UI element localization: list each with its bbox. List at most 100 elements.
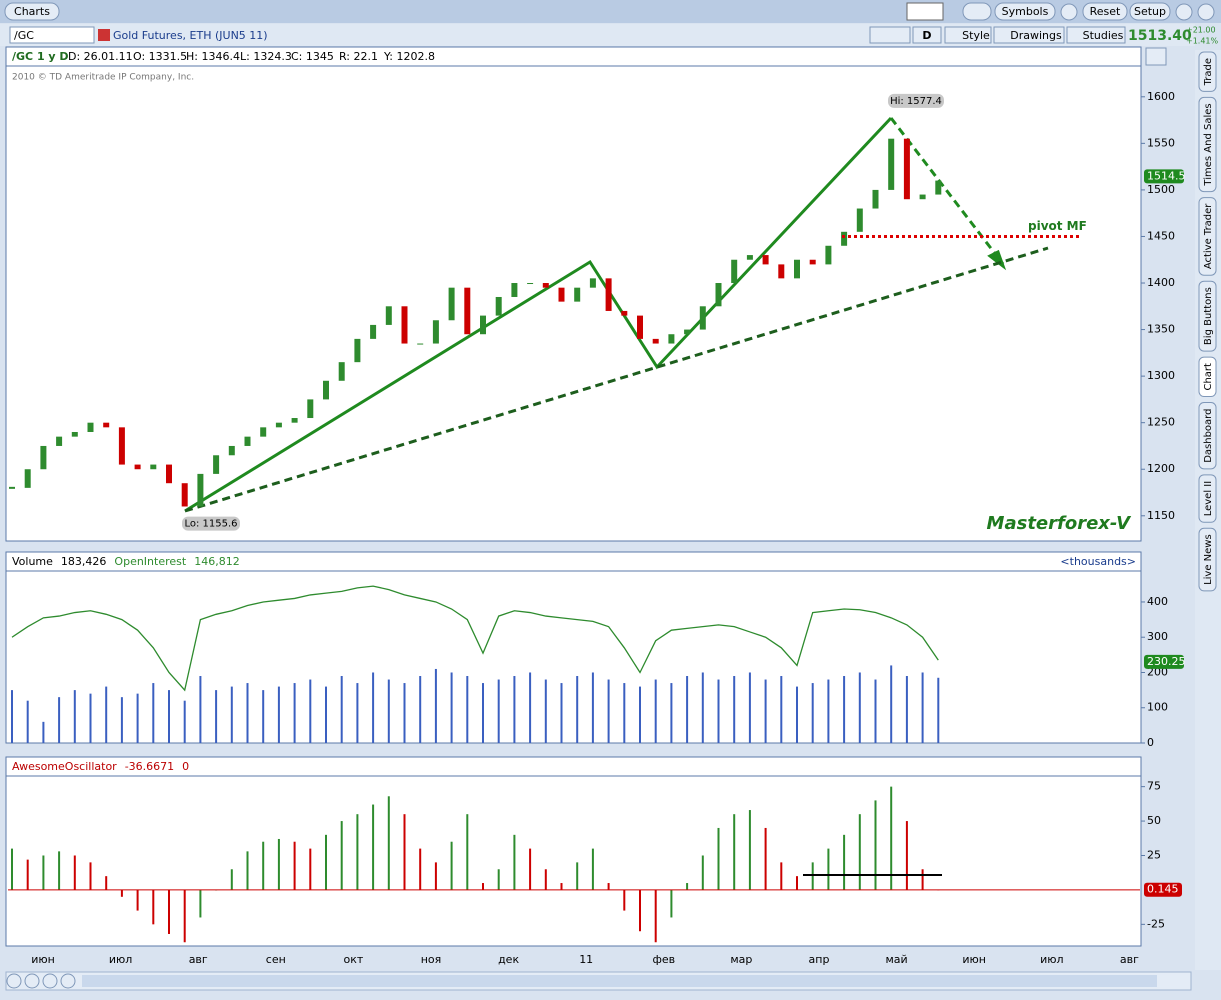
- candle: [637, 315, 643, 339]
- pivot-label: pivot MF: [1028, 219, 1087, 233]
- volume-bar: [325, 686, 327, 743]
- side-tab-label: Big Buttons: [1203, 287, 1214, 345]
- y-tick-label: 400: [1147, 595, 1168, 608]
- x-tick-label: авг: [1120, 953, 1139, 966]
- oscillator-bar: [325, 834, 327, 890]
- y-tick-label: 1500: [1147, 183, 1175, 196]
- oscillator-bar: [607, 883, 610, 890]
- side-tab[interactable]: [1198, 527, 1217, 592]
- link-button[interactable]: [962, 2, 992, 21]
- oscillator-bar: [450, 841, 453, 890]
- candle: [589, 278, 596, 288]
- volume-bar: [89, 693, 92, 743]
- x-tick-label: июл: [109, 953, 132, 966]
- candle: [118, 427, 125, 465]
- side-tab[interactable]: [1198, 197, 1217, 276]
- y-tick-label: 50: [1147, 814, 1161, 827]
- drawings-button[interactable]: [993, 26, 1065, 44]
- volume-bar: [811, 683, 814, 743]
- button-label: Setup: [1134, 5, 1166, 18]
- setup-button[interactable]: [1129, 2, 1171, 21]
- zoom-in-button[interactable]: [24, 973, 40, 989]
- value-box-label: 230.25: [1147, 655, 1186, 668]
- x-tick-label: июн: [31, 953, 55, 966]
- volume-bar: [654, 679, 657, 743]
- oscillator-bar: [73, 855, 76, 890]
- side-tab[interactable]: [1198, 51, 1217, 92]
- tab-label: Charts: [14, 5, 50, 18]
- side-tab[interactable]: [1198, 474, 1217, 523]
- candle: [762, 255, 769, 265]
- volume-bar: [466, 676, 469, 743]
- volume-bar: [168, 690, 170, 743]
- volume-bar: [780, 676, 783, 743]
- candle: [778, 264, 785, 279]
- oscillator-bar: [230, 869, 233, 890]
- pan-button[interactable]: [60, 973, 76, 989]
- volume-bar: [591, 672, 594, 743]
- high-marker: [888, 93, 944, 108]
- oscillator-bar: [120, 889, 123, 897]
- value-box-label: 1514.5: [1147, 169, 1186, 182]
- symbol-input[interactable]: [9, 26, 95, 44]
- candle: [574, 287, 581, 302]
- scroll-track[interactable]: [82, 975, 1157, 987]
- volume-bar: [183, 700, 186, 743]
- style-button[interactable]: [944, 26, 992, 44]
- x-tick-label: 11: [579, 953, 593, 966]
- low-marker: [182, 516, 240, 531]
- side-tab[interactable]: [1198, 356, 1217, 398]
- side-tab[interactable]: [1198, 402, 1217, 470]
- y-tick-label: 0: [1147, 736, 1154, 749]
- candle: [56, 436, 63, 446]
- volume-bar: [701, 672, 704, 743]
- zoom-button[interactable]: [6, 973, 22, 989]
- side-tab[interactable]: [1198, 96, 1217, 193]
- x-tick-label: мар: [730, 953, 752, 966]
- symbol-description: Gold Futures, ETH (JUN5 11): [113, 29, 268, 42]
- y-tick-label: 1150: [1147, 509, 1175, 522]
- tool-button[interactable]: [1175, 3, 1193, 21]
- aggregation-button[interactable]: [912, 26, 942, 44]
- oscillator-bar: [26, 859, 29, 890]
- volume-bar: [717, 679, 720, 743]
- volume-bar: [356, 683, 359, 743]
- tool-icons[interactable]: [869, 26, 911, 44]
- oscillator-bar: [921, 869, 924, 890]
- candle: [401, 306, 408, 344]
- symbols-button[interactable]: [994, 2, 1056, 21]
- tool-button[interactable]: [1197, 3, 1215, 21]
- oscillator-bar: [890, 786, 893, 890]
- candle: [275, 422, 282, 428]
- side-tab-label: Live News: [1203, 534, 1214, 585]
- print-button[interactable]: [1060, 3, 1078, 21]
- volume-bar: [215, 690, 218, 743]
- volume-bar: [136, 693, 139, 743]
- volume-bar: [120, 697, 123, 743]
- oscillator-bar: [372, 804, 375, 890]
- oscillator-bar: [466, 814, 469, 890]
- candle: [731, 259, 738, 284]
- volume-bar: [544, 679, 547, 743]
- x-tick-label: дек: [498, 953, 519, 966]
- tab-button[interactable]: [4, 2, 60, 21]
- chart-icon[interactable]: [1145, 47, 1167, 66]
- studies-button[interactable]: [1066, 26, 1126, 44]
- x-tick-label: апр: [809, 953, 830, 966]
- volume-bar: [58, 697, 61, 743]
- volume-bar: [309, 679, 312, 743]
- volume-bar: [387, 679, 390, 743]
- y-tick-label: 75: [1147, 780, 1161, 793]
- volume-bar: [623, 683, 626, 743]
- oscillator-bar: [764, 827, 767, 890]
- zoom-out-button[interactable]: [42, 973, 58, 989]
- volume-bar: [293, 683, 296, 743]
- side-tab[interactable]: [1198, 280, 1217, 352]
- input-box[interactable]: [906, 2, 944, 21]
- oscillator-bar: [827, 848, 830, 890]
- reset-button[interactable]: [1082, 2, 1128, 21]
- oscillator-bar: [905, 821, 908, 890]
- candle: [464, 287, 471, 335]
- candle: [448, 287, 455, 321]
